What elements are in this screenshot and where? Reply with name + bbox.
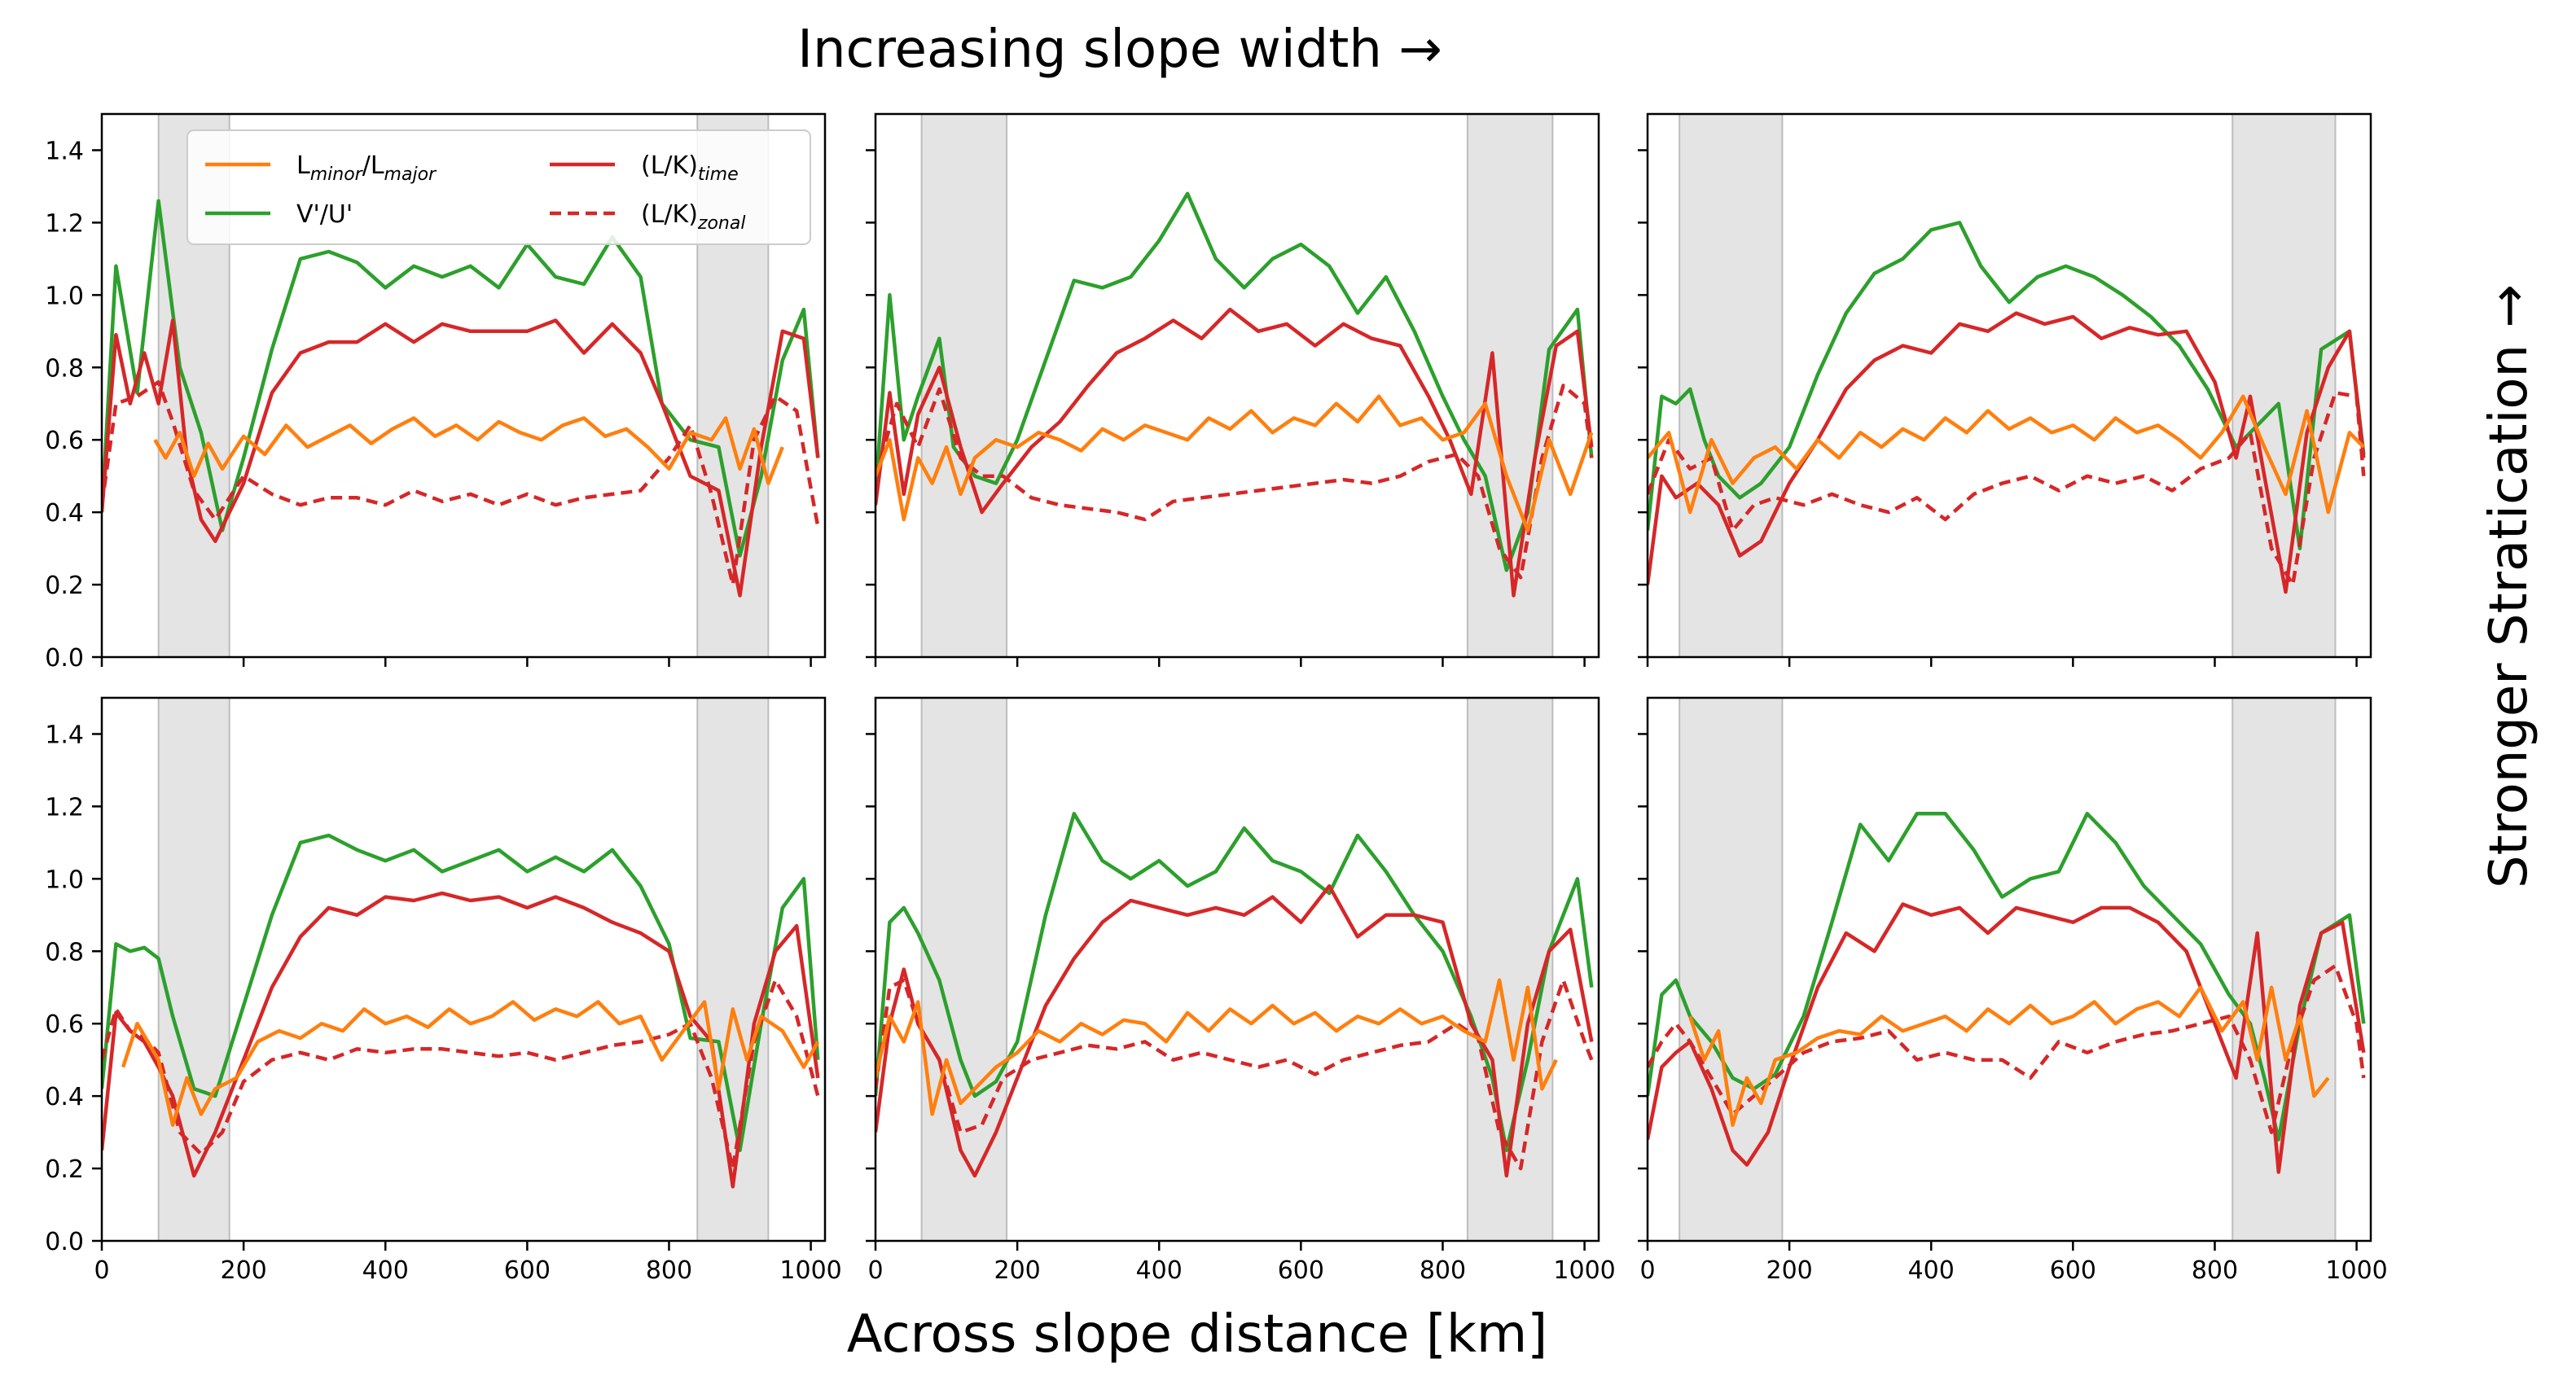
x-tick-label: 0 — [867, 1256, 883, 1285]
x-tick-label: 800 — [2192, 1256, 2238, 1285]
axes-frame — [874, 112, 1600, 659]
y-tick-label: 0.2 — [45, 1155, 84, 1184]
x-tick-label: 400 — [1908, 1256, 1955, 1285]
series-line-vu — [1648, 812, 2366, 1142]
series-line-lminor — [1648, 394, 2365, 515]
legend-label-lk_time: (L/K)time — [641, 151, 739, 185]
series-line-lk_time — [102, 318, 820, 598]
x-tick-label: 200 — [220, 1256, 266, 1285]
shaded-band-0 — [1679, 697, 1784, 1242]
x-tick-label: 800 — [646, 1256, 692, 1285]
top-title: Increasing slope width → — [797, 20, 1442, 80]
x-axis-label: Across slope distance [km] — [847, 1304, 1547, 1365]
y-tick-label: 0.0 — [45, 644, 84, 673]
panel-r0c1 — [866, 112, 1600, 667]
shaded-band-0 — [920, 113, 1008, 658]
shaded-band-0 — [157, 697, 230, 1242]
axes-frame — [1646, 696, 2372, 1243]
series-line-lk_zonal — [1648, 391, 2366, 587]
series-line-lk_time — [875, 307, 1594, 598]
series-line-lminor — [121, 1000, 820, 1127]
x-tick-label: 600 — [504, 1256, 551, 1285]
legend-box — [187, 129, 811, 245]
y-tick-label: 0.8 — [45, 354, 84, 383]
series-line-lk_time — [1648, 311, 2366, 594]
series-line-lminor — [1688, 985, 2330, 1127]
y-tick-label: 0.0 — [45, 1228, 84, 1256]
series-line-vu — [875, 191, 1594, 572]
y-tick-label: 1.0 — [45, 282, 84, 310]
axes-frame — [100, 112, 827, 659]
x-tick-label: 1000 — [2325, 1256, 2387, 1285]
y-tick-label: 0.6 — [45, 427, 84, 455]
series-line-lk_time — [1648, 902, 2366, 1174]
series-line-vu — [102, 833, 820, 1153]
series-line-lminor — [153, 416, 784, 485]
x-tick-label: 800 — [1420, 1256, 1466, 1285]
series-line-lk_zonal — [875, 384, 1594, 580]
x-tick-label: 200 — [994, 1256, 1040, 1285]
y-tick-label: 0.4 — [45, 499, 84, 528]
panel-r1c2: 0 200 400 600 800 1000 — [1638, 696, 2388, 1285]
axes-frame — [874, 696, 1600, 1243]
right-title: Stronger Stratication → — [2479, 284, 2539, 888]
y-tick-label: 0.8 — [45, 938, 84, 966]
series-line-lk_zonal — [1648, 963, 2366, 1134]
series-line-vu — [102, 199, 820, 558]
axes-frame — [100, 696, 827, 1243]
series-line-lk_time — [875, 883, 1594, 1178]
legend: Lminor/Lmajor V'/U' (L/K)time (L/K)zonal — [187, 129, 811, 245]
x-tick-label: 400 — [362, 1256, 409, 1285]
x-tick-label: 200 — [1766, 1256, 1812, 1285]
series-line-lk_zonal — [102, 379, 820, 587]
x-tick-label: 600 — [2050, 1256, 2096, 1285]
y-tick-label: 0.6 — [45, 1010, 84, 1039]
y-tick-label: 1.2 — [45, 209, 84, 238]
y-tick-label: 0.4 — [45, 1083, 84, 1111]
x-tick-label: 400 — [1136, 1256, 1183, 1285]
shaded-band-0 — [1679, 113, 1784, 658]
x-tick-label: 600 — [1278, 1256, 1324, 1285]
shaded-band-1 — [2232, 697, 2337, 1242]
shaded-band-1 — [696, 697, 770, 1242]
y-tick-label: 1.2 — [45, 793, 84, 822]
legend-label-vu: V'/U' — [296, 200, 353, 229]
series-line-lk_zonal — [875, 978, 1594, 1171]
x-tick-label: 1000 — [779, 1256, 841, 1285]
panel-r1c0: 0 200 400 600 800 1000 0.0 0.2 0.4 0.6 0.8 1.0 1.2 1.… — [45, 696, 842, 1285]
x-tick-label: 1000 — [1553, 1256, 1615, 1285]
legend-label-lminor: Lminor/Lmajor — [296, 151, 437, 185]
series-line-vu — [875, 812, 1594, 1153]
y-tick-label: 1.4 — [45, 137, 84, 165]
panel-r0c2 — [1638, 112, 2372, 667]
panel-r1c1: 0 200 400 600 800 1000 — [866, 696, 1616, 1285]
series-line-vu — [1648, 221, 2366, 550]
legend-label-lk_zonal: (L/K)zonal — [641, 200, 745, 234]
y-tick-label: 1.0 — [45, 866, 84, 894]
series-line-lminor — [875, 394, 1594, 533]
series-line-lk_zonal — [102, 978, 820, 1171]
y-tick-label: 1.4 — [45, 721, 84, 749]
x-tick-label: 0 — [94, 1256, 109, 1285]
axes-frame — [1646, 112, 2372, 659]
series-line-lminor — [875, 978, 1558, 1116]
y-tick-label: 0.2 — [45, 572, 84, 600]
panels: 0.0 0.2 0.4 0.6 0.8 1.0 1.2 1.4 0 200 400 600 800 100… — [45, 112, 2388, 1285]
x-tick-label: 0 — [1639, 1256, 1655, 1285]
